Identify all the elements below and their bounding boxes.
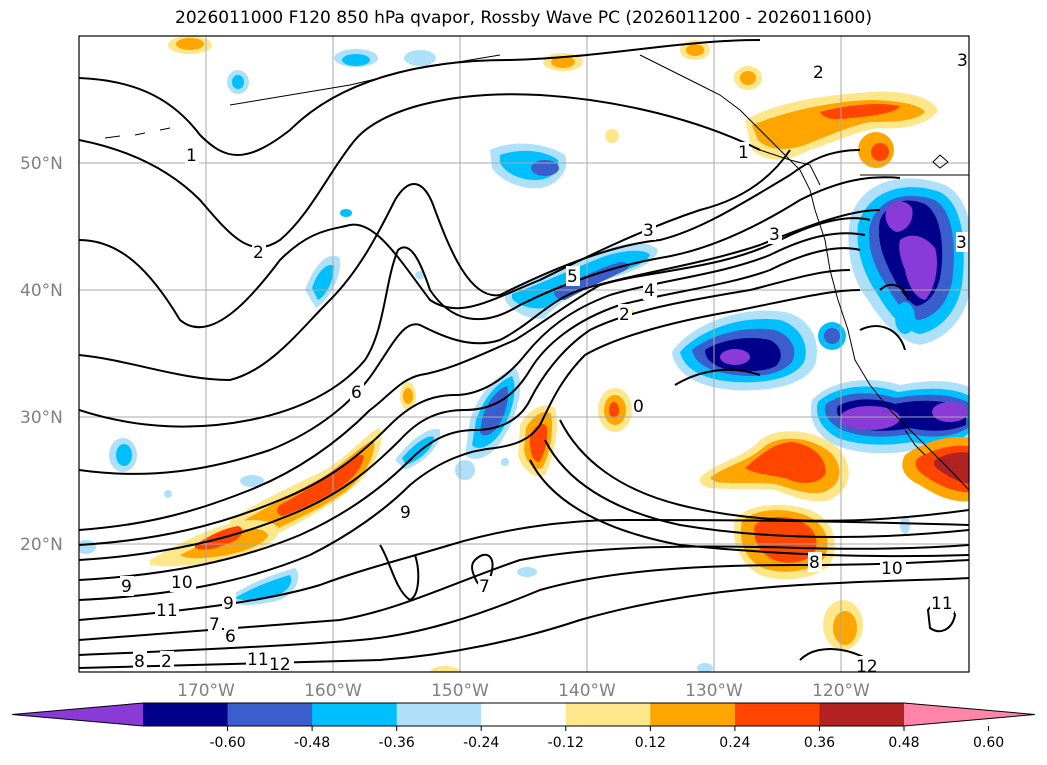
colorbar-tick-label: 0.36 — [804, 735, 835, 751]
contour-label: 7 — [209, 615, 220, 635]
contour-label: 1 — [186, 146, 197, 166]
lon-label: 120°W — [812, 681, 870, 701]
colorbar-segment — [481, 703, 567, 726]
colorbar-tick-label: -0.12 — [548, 735, 584, 751]
colorbar-segment — [650, 703, 736, 726]
colorbar-tick-label: -0.48 — [294, 735, 330, 751]
colorbar-tick-label: 0.48 — [888, 735, 919, 751]
contour-label: 3 — [769, 225, 780, 245]
contour-label: 0 — [633, 397, 644, 417]
contour-label: 5 — [567, 267, 578, 287]
colorbar-segment — [819, 703, 905, 726]
colorbar: -0.60 -0.48 -0.36 -0.24 -0.12 0.12 0.24 0.36 0.4… — [11, 702, 1036, 751]
latitude-labels: 50°N 40°N 30°N 20°N — [20, 154, 63, 555]
contour-label: 12 — [856, 657, 878, 677]
colorbar-segment — [734, 703, 820, 726]
lat-label: 20°N — [20, 535, 63, 555]
lon-label: 150°W — [431, 681, 489, 701]
colorbar-tick-label: -0.60 — [209, 735, 245, 751]
colorbar-tick-label: -0.36 — [379, 735, 415, 751]
lat-label: 30°N — [20, 408, 63, 428]
contour-label: 1 — [738, 143, 749, 163]
lon-label: 130°W — [685, 681, 743, 701]
colorbar-extend-high — [904, 703, 1035, 726]
gridlines — [79, 36, 969, 672]
contour-label: 9 — [121, 577, 132, 597]
contour-label: 6 — [225, 627, 236, 647]
contour-labels: 1 2 2 3 3 3 4 5 6 9 9 10 11 7 9 8 11 12 … — [120, 50, 970, 677]
colorbar-tick-label: 0.60 — [973, 735, 1004, 751]
colorbar-segment — [227, 703, 313, 726]
contour-label: 11 — [156, 601, 178, 621]
contour-label: 10 — [881, 559, 903, 579]
lon-label: 140°W — [558, 681, 616, 701]
longitude-labels: 170°W 160°W 150°W 140°W 130°W 120°W — [177, 681, 870, 701]
colorbar-segment — [312, 703, 398, 726]
contour-label: 12 — [269, 655, 291, 675]
contour-label: 6 — [351, 383, 362, 403]
contour-label: 3 — [957, 51, 968, 71]
lon-label: 170°W — [177, 681, 235, 701]
contour-label: 3 — [956, 233, 967, 253]
contour-label: 9 — [223, 594, 234, 614]
contour-label: 9 — [400, 503, 411, 523]
lat-label: 50°N — [20, 154, 63, 174]
contour-label: 2 — [161, 652, 172, 672]
contour-label: 11 — [247, 650, 269, 670]
map-title: 2026011000 F120 850 hPa qvapor, Rossby W… — [175, 8, 872, 28]
colorbar-ticks: -0.60 -0.48 -0.36 -0.24 -0.12 0.12 0.24 0.36 0.4… — [209, 726, 1004, 751]
map-frame — [78, 35, 970, 673]
contour-lines — [79, 39, 969, 669]
colorbar-segment — [396, 703, 482, 726]
contour-label: 8 — [134, 652, 145, 672]
colorbar-segments — [11, 702, 1036, 727]
contour-label: 4 — [644, 281, 655, 301]
contour-label: 3 — [643, 221, 654, 241]
colorbar-extend-low — [12, 703, 143, 726]
coastlines — [104, 54, 969, 491]
contour-label: 2 — [619, 305, 630, 325]
contour-label: 7 — [479, 577, 490, 597]
colorbar-outline — [11, 702, 1036, 727]
contour-label: 8 — [809, 553, 820, 573]
colorbar-tick-label: -0.24 — [463, 735, 499, 751]
lon-label: 160°W — [304, 681, 362, 701]
colorbar-tick-label: 0.12 — [635, 735, 666, 751]
contour-label: 2 — [253, 243, 264, 263]
contour-label: 11 — [931, 594, 953, 614]
colorbar-tick-label: 0.24 — [719, 735, 750, 751]
colorbar-segment — [565, 703, 651, 726]
colorbar-segment — [143, 703, 229, 726]
lat-label: 40°N — [20, 281, 63, 301]
contour-label: 2 — [813, 63, 824, 83]
contour-label: 10 — [171, 573, 193, 593]
